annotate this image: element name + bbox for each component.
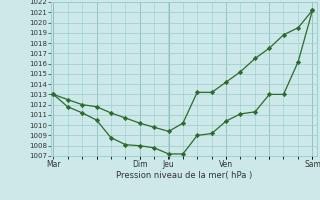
X-axis label: Pression niveau de la mer( hPa ): Pression niveau de la mer( hPa ) xyxy=(116,171,252,180)
